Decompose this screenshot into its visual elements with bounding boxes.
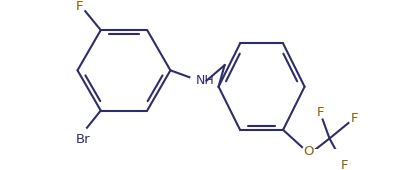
Text: F: F bbox=[351, 112, 358, 125]
Text: F: F bbox=[340, 159, 348, 170]
Text: F: F bbox=[75, 0, 83, 13]
Text: Br: Br bbox=[76, 133, 91, 146]
Text: O: O bbox=[304, 145, 314, 158]
Text: NH: NH bbox=[196, 74, 215, 87]
Text: F: F bbox=[316, 106, 324, 119]
